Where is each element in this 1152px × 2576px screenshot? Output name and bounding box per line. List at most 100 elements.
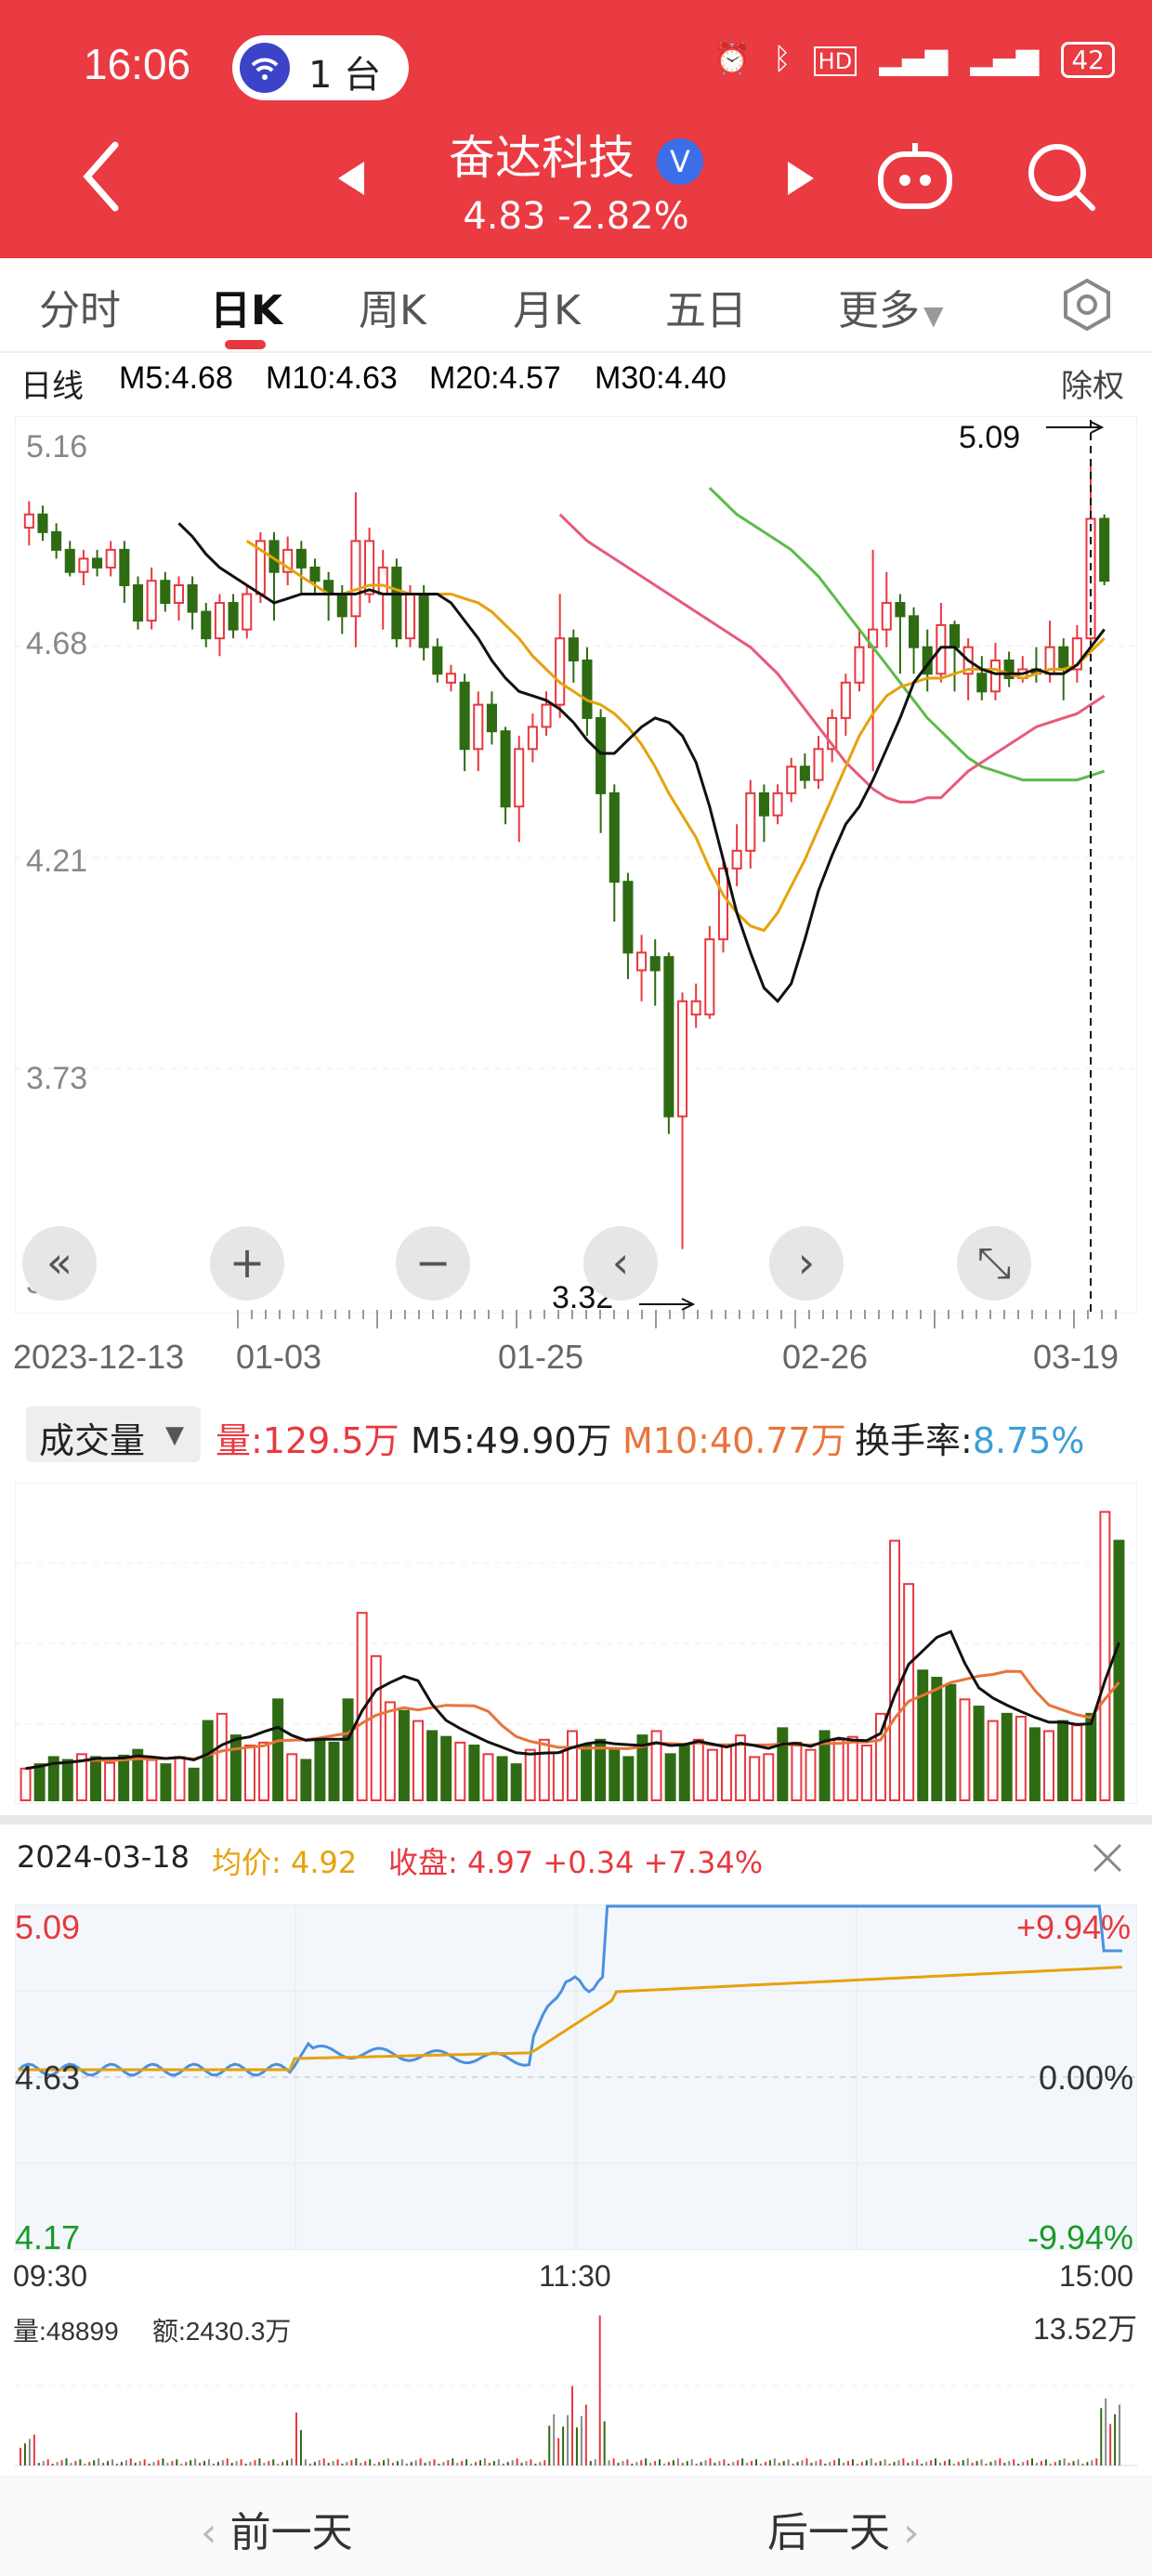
ma10-line xyxy=(245,540,1106,933)
tab-five-day[interactable]: 五日 xyxy=(665,287,747,334)
volume-bar xyxy=(314,1738,326,1801)
price-tick-1: 5.16 xyxy=(26,429,88,464)
price-tick-2: 4.68 xyxy=(26,626,88,661)
candlestick-chart[interactable] xyxy=(15,416,1137,1314)
device-pill[interactable]: 1 台 xyxy=(232,35,409,100)
adjust-button[interactable]: 除权 xyxy=(1061,369,1124,404)
battery-icon: 42 xyxy=(1061,42,1115,78)
volume-bar xyxy=(61,1759,73,1801)
volume-bar xyxy=(749,1756,761,1801)
tab-more[interactable]: 更多 ▼ xyxy=(838,277,944,336)
volume-bar xyxy=(1001,1712,1013,1802)
ma20-label: M20:4.57 xyxy=(429,360,561,396)
candle-body xyxy=(514,748,525,808)
intraday-base-price: 4.63 xyxy=(15,2059,81,2097)
intraday-volume-chart xyxy=(15,2315,1137,2466)
candle-body xyxy=(432,646,443,675)
volume-bar xyxy=(216,1712,228,1802)
back-icon[interactable] xyxy=(78,139,124,214)
close-price-label: 收盘: 4.97 +0.34 +7.34% xyxy=(388,1845,764,1880)
candle-body xyxy=(731,849,742,870)
candle-body xyxy=(350,540,361,618)
low-marker-arrowhead xyxy=(681,1298,696,1311)
settings-hexagon-icon[interactable] xyxy=(1059,277,1115,333)
candle-body xyxy=(568,637,579,661)
prev-day-button[interactable]: ‹ 前一天 xyxy=(201,2509,353,2556)
next-day-button[interactable]: 后一天 › xyxy=(767,2509,920,2556)
indicator-select[interactable] xyxy=(26,1406,201,1462)
next-stock-icon[interactable] xyxy=(784,158,818,199)
device-count: 1 台 xyxy=(308,54,382,97)
bottom-bar xyxy=(0,2477,1152,2576)
ma30-label: M30:4.40 xyxy=(595,360,727,396)
date-tick-4: 02-26 xyxy=(782,1338,869,1376)
volume-bar xyxy=(917,1669,929,1801)
close-icon[interactable] xyxy=(1089,1839,1126,1876)
prev-stock-icon[interactable] xyxy=(334,158,368,199)
volume-bar xyxy=(118,1754,130,1801)
volume-bar xyxy=(805,1748,817,1801)
volume-bar xyxy=(832,1738,844,1801)
candle-body xyxy=(622,881,634,954)
volume-bar xyxy=(636,1734,648,1801)
volume-bar xyxy=(818,1730,831,1801)
candle-body xyxy=(418,593,429,648)
candle-body xyxy=(201,610,212,640)
collapse-left-button[interactable]: « xyxy=(22,1226,97,1301)
robot-assistant-icon[interactable] xyxy=(875,139,955,214)
volume-bar xyxy=(706,1748,718,1801)
candle-body xyxy=(555,637,566,706)
candle-body xyxy=(1071,637,1082,671)
ma5-label: M5:4.68 xyxy=(119,360,233,396)
volume-bar xyxy=(595,1738,607,1801)
candle-body xyxy=(854,646,865,684)
scroll-right-button[interactable]: › xyxy=(769,1226,844,1301)
zoom-out-button[interactable]: − xyxy=(396,1226,470,1301)
candle-body xyxy=(309,566,321,582)
candle-body xyxy=(676,1000,688,1118)
volume-bar xyxy=(482,1753,494,1802)
volume-chart[interactable] xyxy=(15,1483,1137,1804)
candle-body xyxy=(636,951,648,972)
zoom-in-button[interactable]: + xyxy=(210,1226,284,1301)
volume-bar xyxy=(973,1706,985,1802)
volume-bar xyxy=(510,1763,522,1802)
volume-bar xyxy=(720,1745,732,1801)
volume-m5-line xyxy=(25,1629,1120,1771)
candle-body xyxy=(596,716,607,794)
candle-body xyxy=(745,791,756,852)
volume-bar xyxy=(272,1698,284,1801)
candle-body xyxy=(758,791,769,817)
fullscreen-button[interactable]: ⤡ xyxy=(957,1226,1031,1301)
volume-bar xyxy=(777,1727,789,1801)
section-divider xyxy=(0,1815,1152,1824)
candle-body xyxy=(364,540,375,595)
scroll-left-button[interactable]: ‹ xyxy=(583,1226,658,1301)
tab-timeshare[interactable]: 分时 xyxy=(39,287,121,334)
tab-daily-k[interactable]: 日K xyxy=(210,287,283,334)
volume-bar xyxy=(609,1748,621,1801)
tab-weekly-k[interactable]: 周K xyxy=(359,287,426,334)
intraday-volume-max: 13.52万 xyxy=(1033,2312,1138,2346)
volume-m10-label: M10:40.77万 xyxy=(622,1420,846,1461)
price-tick-4: 3.73 xyxy=(26,1061,88,1096)
candle-body xyxy=(1003,659,1015,680)
signal-4g-icon: ▂▄▆ xyxy=(879,41,949,76)
date-tick-3: 01-25 xyxy=(498,1338,584,1376)
volume-bar xyxy=(146,1759,158,1801)
candle-body xyxy=(949,623,961,648)
volume-bar xyxy=(286,1753,298,1802)
candle-body xyxy=(909,615,920,648)
candle-body xyxy=(214,602,225,640)
volume-bar xyxy=(1057,1720,1069,1801)
volume-bar xyxy=(945,1683,957,1801)
period-label: 日线 xyxy=(20,369,84,404)
candle-body xyxy=(64,548,75,573)
search-icon[interactable] xyxy=(1024,139,1098,214)
candle-body xyxy=(582,659,593,719)
wifi-icon xyxy=(240,43,290,93)
chevron-down-icon: ▼ xyxy=(165,1421,184,1449)
intraday-price-chart[interactable] xyxy=(15,1904,1137,2250)
candle-body xyxy=(377,566,388,595)
tab-monthly-k[interactable]: 月K xyxy=(513,287,581,334)
